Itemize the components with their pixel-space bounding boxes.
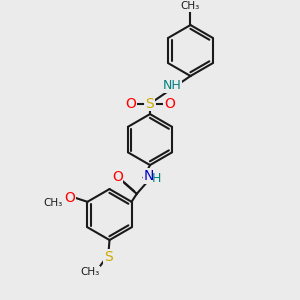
Text: O: O — [164, 97, 175, 111]
Text: O: O — [112, 170, 123, 184]
Text: O: O — [125, 97, 136, 111]
Text: CH₃: CH₃ — [43, 198, 63, 208]
Text: CH₃: CH₃ — [80, 266, 100, 277]
Text: O: O — [64, 191, 75, 205]
Text: S: S — [146, 97, 154, 111]
Text: CH₃: CH₃ — [181, 2, 200, 11]
Text: S: S — [103, 250, 112, 263]
Text: H: H — [152, 172, 161, 184]
Text: NH: NH — [162, 80, 181, 92]
Text: N: N — [144, 169, 154, 183]
